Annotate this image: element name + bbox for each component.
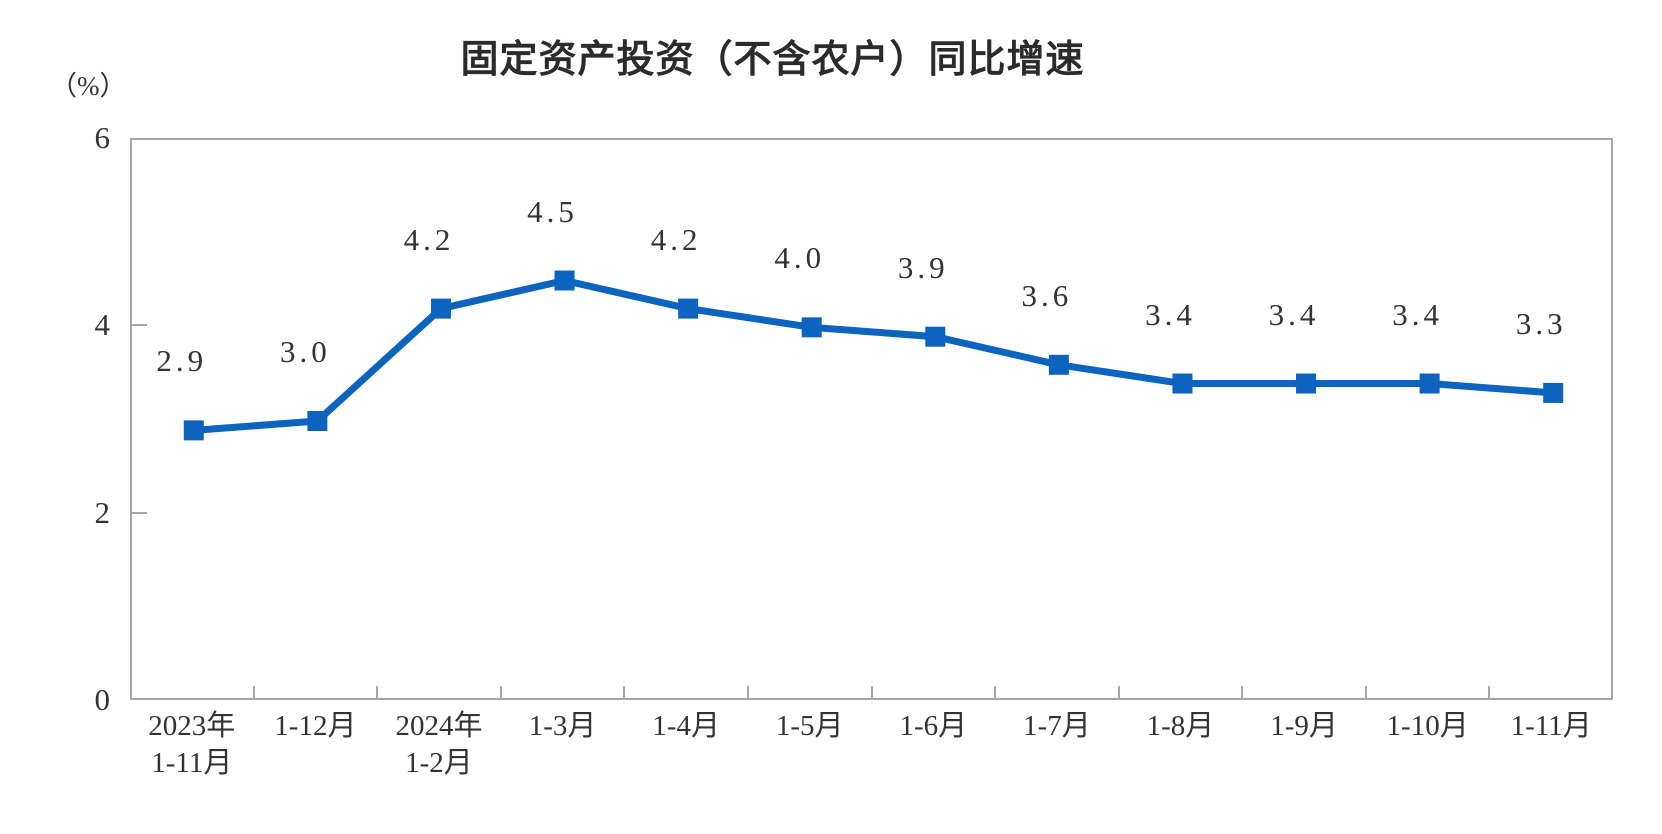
y-axis-tick-mark [132,324,147,327]
data-point-value-label: 2.9 [156,343,208,379]
x-axis-tick-mark [623,686,626,698]
x-axis-tick-mark [746,686,749,698]
y-tick-label: 0 [94,682,111,717]
x-tick-label: 1-9月 [1214,708,1394,745]
data-point-value-label: 3.4 [1268,296,1320,332]
x-tick-label-line: 1-11月 [1510,710,1592,742]
x-tick-label-line: 1-2月 [405,747,473,779]
plot-area [130,138,1613,700]
data-point-marker [1048,354,1069,375]
data-point-value-label: 3.4 [1392,296,1443,332]
x-tick-label: 1-5月 [720,708,900,745]
x-tick-label: 1-4月 [596,708,776,745]
data-point-marker [307,411,328,431]
data-point-marker [925,326,946,347]
data-point-value-label: 3.6 [1021,277,1073,313]
x-tick-label-line: 1-7月 [1023,710,1091,742]
data-point-marker [801,317,822,338]
x-tick-label: 2024年 1-2月 [349,708,529,782]
data-point-marker [430,298,451,319]
data-point-value-label: 3.4 [1145,296,1196,332]
y-axis-tick-mark [132,511,147,514]
data-point-value-label: 4.2 [403,221,455,257]
data-point-marker [1296,373,1317,394]
chart-title: 固定资产投资（不含农户）同比增速 [460,39,1085,81]
data-point-marker [554,270,575,291]
x-tick-label-line: 1-11月 [151,747,233,779]
data-point-value-label: 3.9 [897,249,949,285]
y-tick-label: 4 [94,307,111,343]
x-axis-tick-mark [1488,686,1491,698]
x-tick-label: 1-12月 [225,708,405,745]
data-point-marker [1419,373,1440,394]
x-tick-label-line: 1-10月 [1386,710,1469,742]
x-tick-label: 1-6月 [843,708,1023,745]
x-axis-tick-mark [870,686,873,698]
x-axis-tick-mark [1117,686,1120,698]
y-tick-label: 6 [94,120,111,155]
data-point-marker [1172,373,1193,394]
data-point-marker [183,420,204,441]
x-tick-label-line: 1-9月 [1270,710,1338,742]
x-tick-label-line: 1-5月 [775,710,844,742]
x-axis-tick-mark [252,686,255,698]
x-axis-tick-mark [376,686,379,698]
x-axis-tick-mark [994,686,997,698]
series-line [190,277,1557,434]
x-tick-label: 1-8月 [1090,708,1270,745]
x-axis-tick-mark [1241,686,1244,698]
x-tick-label: 2023年 1-11月 [102,708,282,782]
data-point-value-label: 4.2 [650,221,702,257]
data-point-value-label: 3.3 [1515,305,1567,341]
x-tick-label-line: 1-3月 [528,710,597,742]
y-tick-label: 2 [94,494,111,530]
y-axis-unit-label: （%） [50,71,127,101]
data-point-value-label: 3.0 [280,334,331,369]
x-tick-label-line: 2024年 [395,710,483,742]
x-tick-label-line: 1-4月 [652,710,720,742]
x-axis-tick-mark [499,686,502,698]
x-tick-label-line: 1-12月 [274,710,357,742]
x-tick-label: 1-3月 [473,708,653,745]
x-axis-tick-mark [1364,686,1367,698]
data-point-marker [1543,382,1564,403]
x-tick-label-line: 1-8月 [1146,710,1215,742]
data-point-value-label: 4.5 [527,193,578,229]
x-tick-label: 1-10月 [1338,708,1518,745]
line-series-canvas [183,270,1564,441]
x-tick-label: 1-7月 [967,708,1147,745]
data-point-value-label: 4.0 [774,240,826,276]
x-tick-label: 1-11月 [1461,708,1641,745]
x-tick-label-line: 2023年 [148,710,236,742]
x-tick-label-line: 1-6月 [899,710,968,742]
data-point-marker [678,298,699,319]
